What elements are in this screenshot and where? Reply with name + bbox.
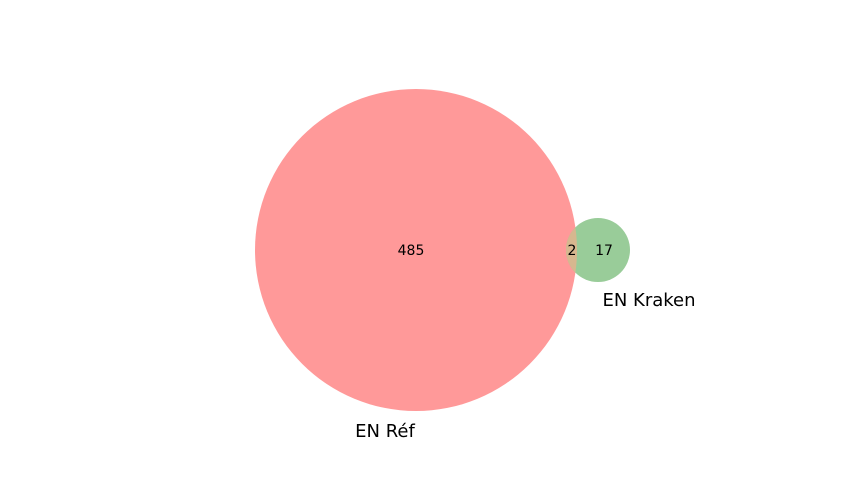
- intersection-count: 2: [568, 243, 577, 259]
- set-b-label: EN Kraken: [602, 290, 695, 311]
- set-b-only-count: 17: [595, 243, 613, 259]
- set-b-circle: [566, 218, 630, 282]
- set-a-label: EN Réf: [355, 421, 415, 442]
- set-a-only-count: 485: [398, 243, 425, 259]
- set-a-circle: [255, 89, 577, 411]
